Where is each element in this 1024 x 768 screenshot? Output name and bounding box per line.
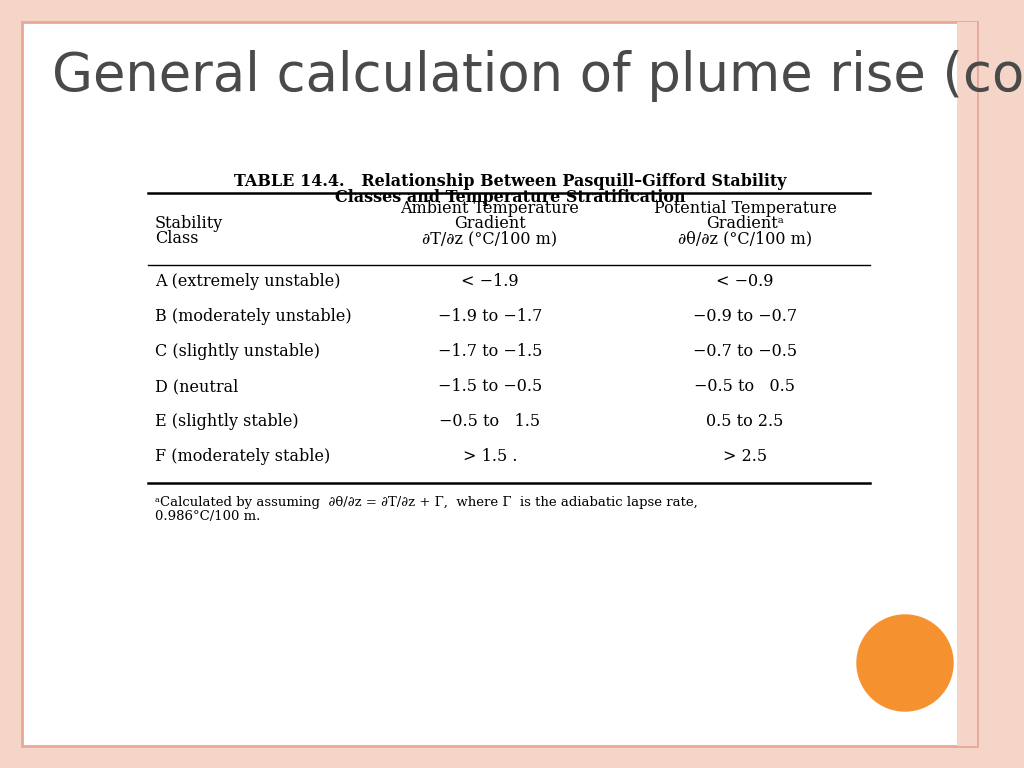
Text: −1.7 to −1.5: −1.7 to −1.5 (438, 343, 542, 360)
Text: Stability: Stability (155, 215, 223, 232)
FancyBboxPatch shape (22, 22, 977, 746)
Text: Classes and Temperature Stratification: Classes and Temperature Stratification (335, 189, 685, 206)
Text: Ambient Temperature: Ambient Temperature (400, 200, 580, 217)
Text: ∂T/∂z (°C/100 m): ∂T/∂z (°C/100 m) (423, 230, 557, 247)
Text: ᵃCalculated by assuming  ∂θ/∂z = ∂T/∂z + Γ,  where Γ  is the adiabatic lapse rat: ᵃCalculated by assuming ∂θ/∂z = ∂T/∂z + … (155, 496, 697, 509)
Text: > 1.5 .: > 1.5 . (463, 448, 517, 465)
Text: TABLE 14.4.   Relationship Between Pasquill–Gifford Stability: TABLE 14.4. Relationship Between Pasquil… (233, 173, 786, 190)
Text: F (moderately stable): F (moderately stable) (155, 448, 331, 465)
Text: < −0.9: < −0.9 (716, 273, 774, 290)
Text: > 2.5: > 2.5 (723, 448, 767, 465)
Text: −0.5 to   0.5: −0.5 to 0.5 (694, 378, 796, 395)
Text: −1.5 to −0.5: −1.5 to −0.5 (438, 378, 542, 395)
Text: Class: Class (155, 230, 199, 247)
Text: A (extremely unstable): A (extremely unstable) (155, 273, 341, 290)
Text: −0.9 to −0.7: −0.9 to −0.7 (693, 308, 797, 325)
Text: −1.9 to −1.7: −1.9 to −1.7 (438, 308, 542, 325)
Text: D (neutral: D (neutral (155, 378, 239, 395)
Text: −0.7 to −0.5: −0.7 to −0.5 (693, 343, 797, 360)
Text: B (moderately unstable): B (moderately unstable) (155, 308, 351, 325)
Circle shape (857, 615, 953, 711)
Text: 0.986°C/100 m.: 0.986°C/100 m. (155, 510, 260, 523)
Text: ∂θ/∂z (°C/100 m): ∂θ/∂z (°C/100 m) (678, 230, 812, 247)
Text: −0.5 to   1.5: −0.5 to 1.5 (439, 413, 541, 430)
Text: Gradient: Gradient (454, 215, 526, 232)
Text: General calculation of plume rise (con’t): General calculation of plume rise (con’t… (52, 50, 1024, 102)
Text: < −1.9: < −1.9 (461, 273, 519, 290)
Text: Potential Temperature: Potential Temperature (653, 200, 837, 217)
Text: E (slightly stable): E (slightly stable) (155, 413, 299, 430)
Bar (957, 22, 977, 746)
Text: Gradientᵃ: Gradientᵃ (707, 215, 784, 232)
Text: C (slightly unstable): C (slightly unstable) (155, 343, 319, 360)
Text: 0.5 to 2.5: 0.5 to 2.5 (707, 413, 783, 430)
